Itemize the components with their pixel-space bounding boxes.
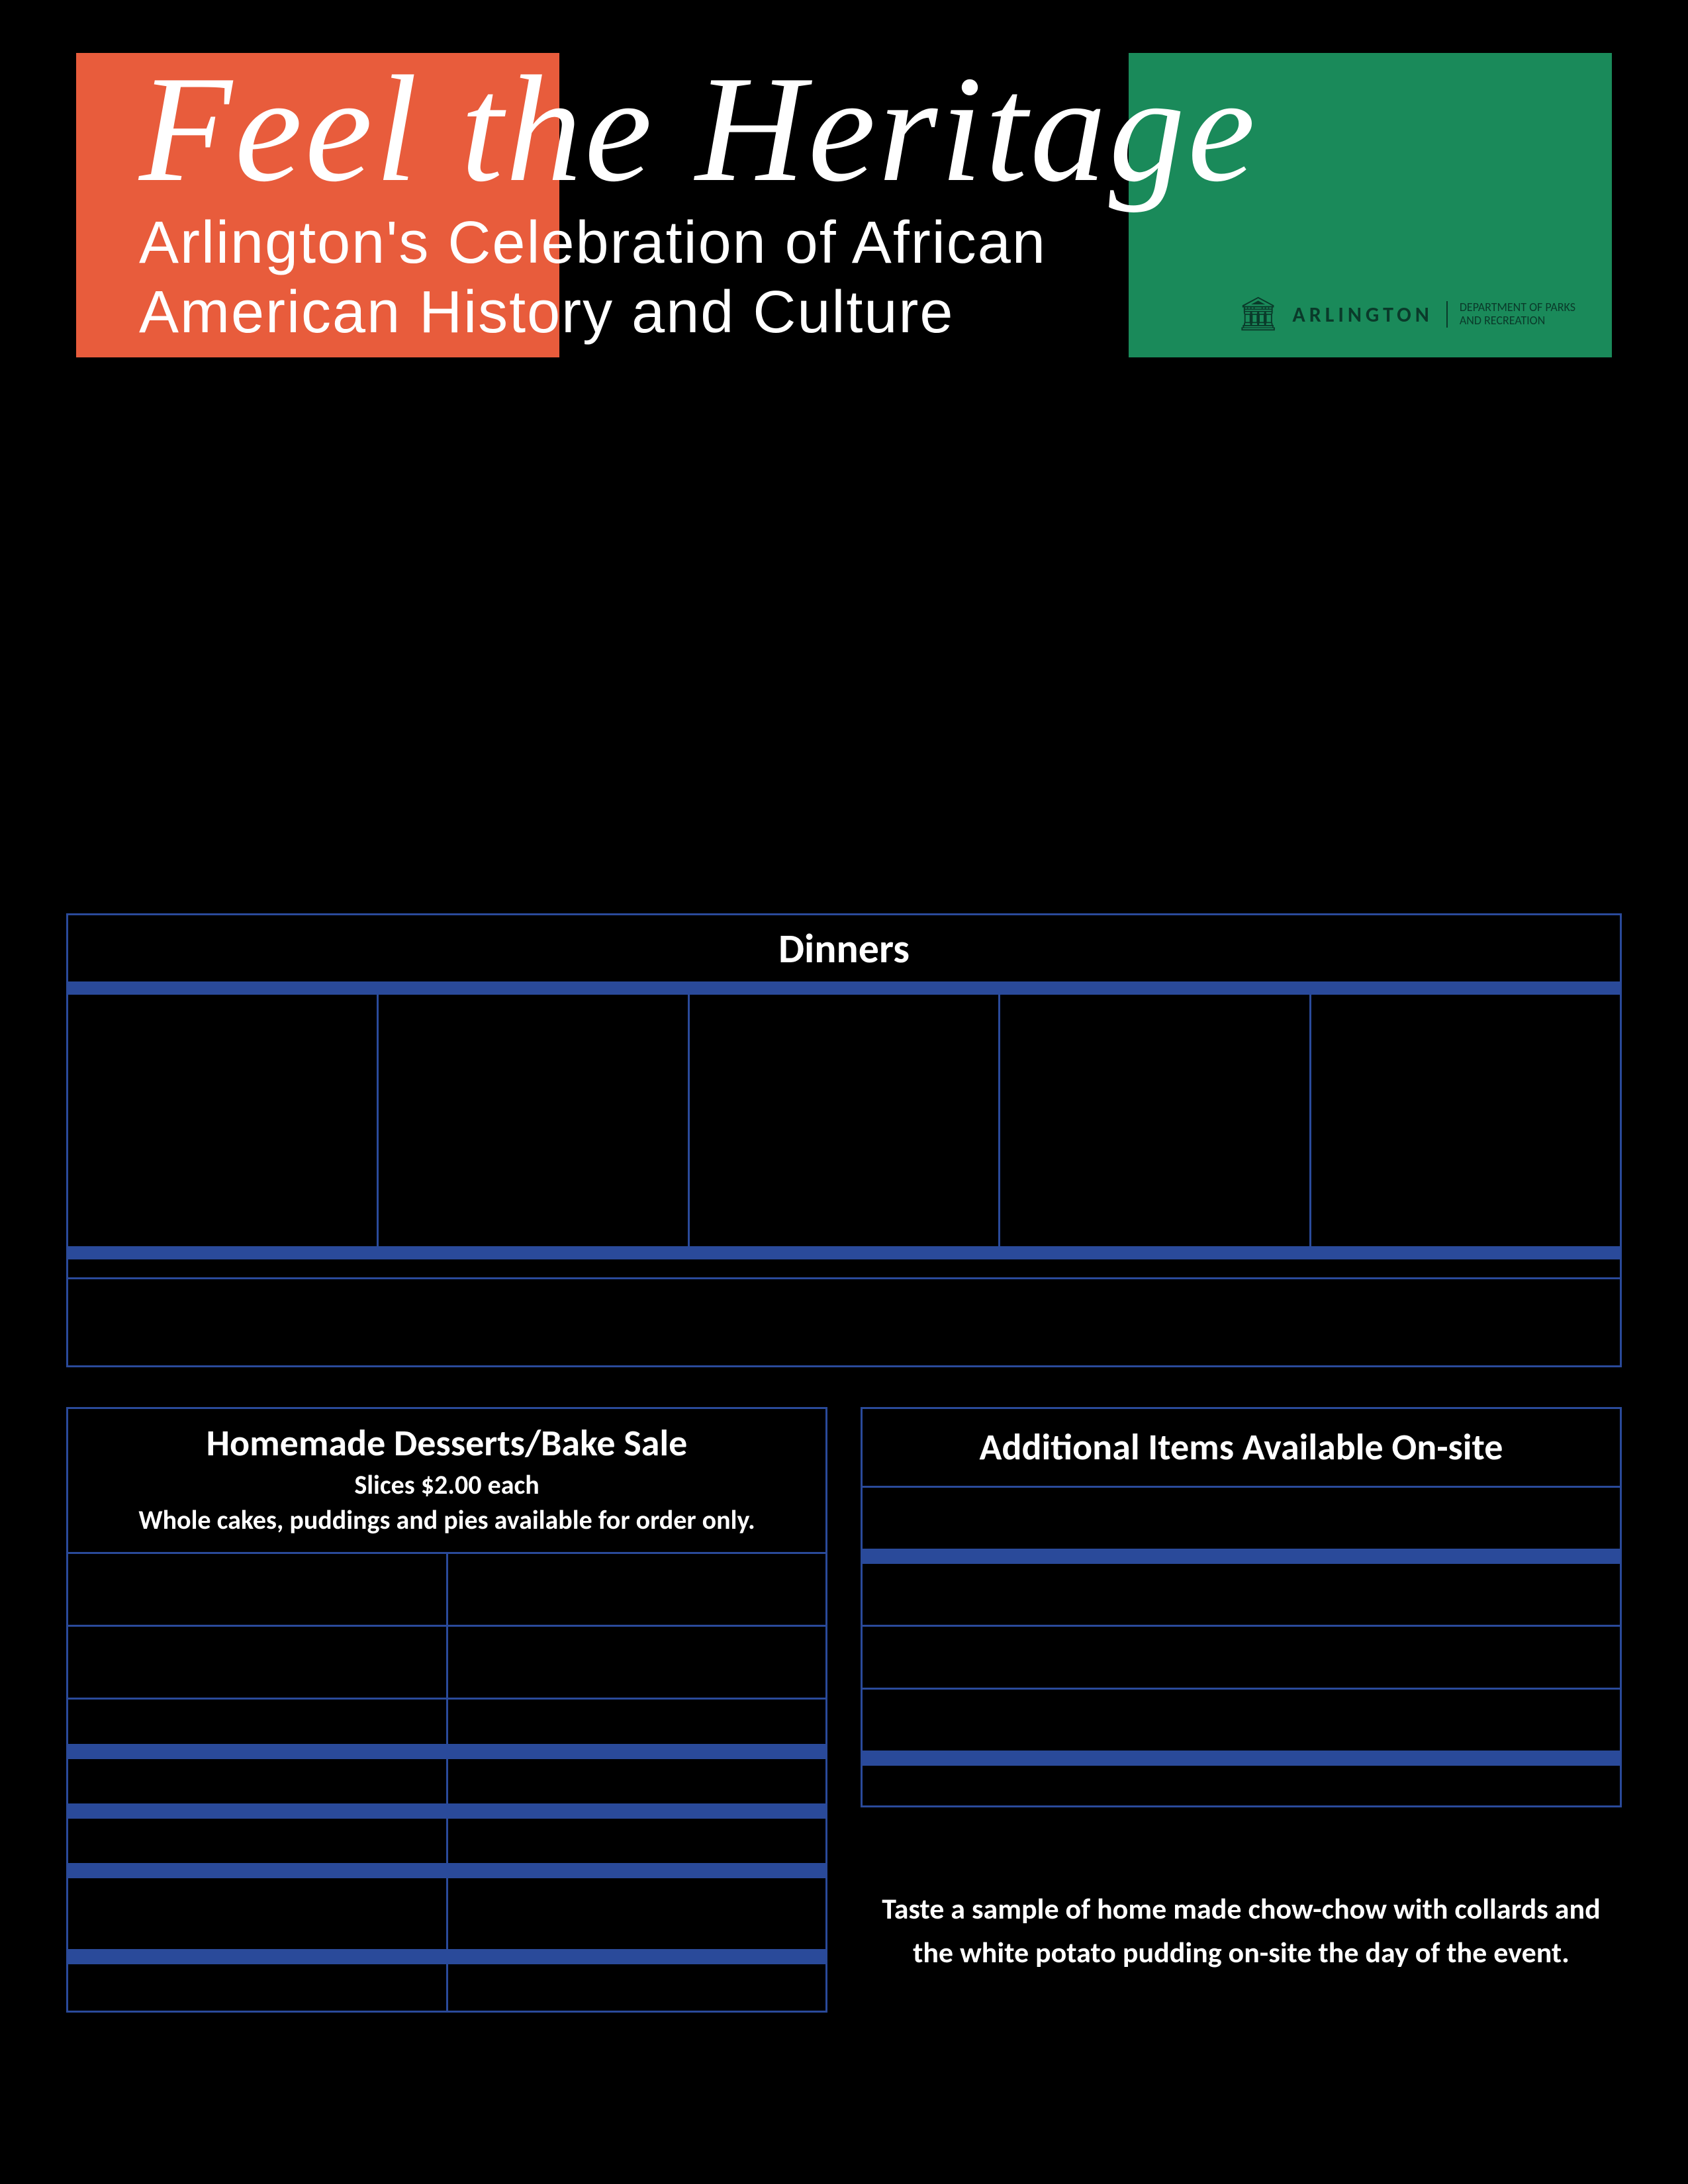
additional-row	[863, 1766, 1620, 1805]
dessert-cell	[68, 1759, 448, 1805]
taste-note-line1: Taste a sample of home made chow-chow wi…	[874, 1887, 1609, 1931]
arlington-logo-icon: 🏛	[1237, 298, 1279, 331]
logo-dept-line1: DEPARTMENT OF PARKS	[1460, 300, 1575, 314]
dinners-heading: Dinners	[68, 915, 1620, 995]
divider-bar	[68, 1951, 825, 1964]
dessert-cell	[68, 1700, 448, 1746]
dinners-footer-row1	[68, 1246, 1620, 1279]
mid-blank-area	[66, 371, 1622, 913]
banner-subtitle-line1: Arlington's Celebration of African	[139, 212, 1688, 275]
dinners-cell	[690, 995, 1000, 1246]
divider-bar	[863, 1551, 1620, 1564]
additional-row	[863, 1627, 1620, 1690]
divider-bar	[68, 1805, 825, 1819]
desserts-grid	[68, 1554, 825, 2011]
dinners-footer-row2	[68, 1279, 1620, 1365]
dinners-table: Dinners	[66, 913, 1622, 1367]
banner-title: Feel the Heritage	[139, 53, 1688, 205]
dessert-cell	[68, 1964, 448, 2011]
dessert-cell	[448, 1759, 826, 1805]
dessert-cell	[448, 1627, 826, 1700]
desserts-price: Slices $2.00 each	[75, 1469, 819, 1501]
dessert-cell	[68, 1878, 448, 1951]
divider-bar	[68, 1865, 825, 1878]
desserts-heading: Homemade Desserts/Bake Sale	[75, 1421, 819, 1466]
taste-note: Taste a sample of home made chow-chow wi…	[861, 1887, 1622, 1974]
additional-heading: Additional Items Available On-site	[863, 1409, 1620, 1488]
dessert-cell	[68, 1554, 448, 1627]
desserts-note: Whole cakes, puddings and pies available…	[75, 1504, 819, 1536]
dinners-row	[68, 995, 1620, 1246]
dessert-cell	[448, 1964, 826, 2011]
dessert-cell	[448, 1554, 826, 1627]
dinners-cell	[379, 995, 689, 1246]
taste-note-line2: the white potato pudding on-site the day…	[874, 1931, 1609, 1974]
arlington-logo-dept: DEPARTMENT OF PARKS AND RECREATION	[1446, 301, 1575, 328]
additional-row	[863, 1690, 1620, 1752]
lower-columns: Homemade Desserts/Bake Sale Slices $2.00…	[66, 1407, 1622, 2013]
arlington-logo: 🏛 ARLINGTON DEPARTMENT OF PARKS AND RECR…	[1237, 298, 1575, 331]
additional-table: Additional Items Available On-site	[861, 1407, 1622, 1807]
logo-dept-line2: AND RECREATION	[1460, 313, 1545, 328]
dinners-cell	[68, 995, 379, 1246]
dessert-cell	[448, 1878, 826, 1951]
divider-bar	[863, 1752, 1620, 1766]
dessert-cell	[448, 1819, 826, 1865]
desserts-header: Homemade Desserts/Bake Sale Slices $2.00…	[68, 1409, 825, 1554]
dessert-cell	[68, 1819, 448, 1865]
additional-row	[863, 1488, 1620, 1551]
arlington-logo-text: ARLINGTON	[1292, 302, 1432, 328]
dessert-cell	[68, 1627, 448, 1700]
additional-row	[863, 1564, 1620, 1627]
dinners-cell	[1000, 995, 1311, 1246]
dinners-cell	[1311, 995, 1620, 1246]
desserts-table: Homemade Desserts/Bake Sale Slices $2.00…	[66, 1407, 827, 2013]
dessert-cell	[448, 1700, 826, 1746]
divider-bar	[68, 1746, 825, 1759]
header-banner: Feel the Heritage Arlington's Celebratio…	[0, 0, 1688, 371]
